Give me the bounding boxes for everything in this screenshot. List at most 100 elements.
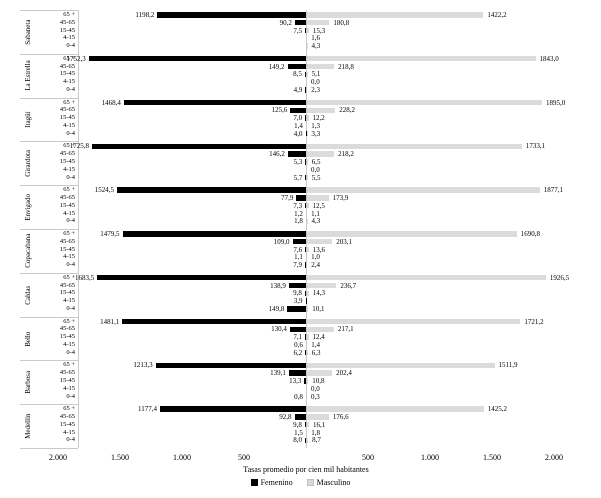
data-label-masculino: 1877,1 — [543, 186, 564, 195]
age-group-label: 4-15 — [63, 253, 75, 261]
bar-masculino — [307, 63, 335, 70]
age-group-label: 0-4 — [66, 305, 75, 312]
municipality-label: Girardota — [24, 149, 32, 177]
data-label-femenino: 1468,4 — [101, 98, 121, 107]
data-label-masculino: 16,1 — [313, 420, 326, 429]
data-label-masculino: 180,8 — [333, 18, 350, 27]
bar-masculino — [307, 218, 308, 224]
bar-masculino — [307, 56, 536, 62]
data-label-masculino: 1895,0 — [546, 98, 566, 107]
age-group-label: 15-45 — [59, 70, 75, 78]
age-group-label: 0-4 — [66, 42, 75, 50]
data-label-femenino: 77,9 — [281, 194, 294, 202]
data-label-femenino: 1198,2 — [135, 11, 155, 19]
data-label-masculino: 1733,1 — [525, 142, 546, 151]
age-group-label: 45-65 — [59, 106, 75, 114]
data-label-femenino: 13,3 — [289, 377, 302, 385]
bar-femenino — [305, 87, 306, 93]
data-label-femenino: 5,3 — [293, 158, 303, 166]
data-label-masculino: 2,3 — [311, 86, 321, 94]
data-label-femenino: 3,9 — [293, 297, 303, 306]
bar-masculino — [307, 318, 521, 325]
data-label-masculino: 1721,2 — [524, 317, 544, 326]
age-group-label: 45-65 — [59, 237, 75, 245]
data-label-femenino: 1,2 — [294, 209, 303, 218]
group-separator-line — [20, 316, 78, 318]
age-group-label: 15-45 — [59, 377, 75, 384]
data-label-masculino: 236,7 — [340, 281, 357, 290]
data-label-femenino: 9,8 — [293, 420, 302, 429]
age-group-label: 65 + — [63, 273, 75, 281]
municipality-label: Medellín — [24, 413, 32, 439]
data-label-masculino: 6,5 — [311, 158, 321, 166]
data-label-femenino: 1479,5 — [100, 230, 120, 238]
data-label-masculino: 1843,0 — [539, 54, 559, 63]
data-label-femenino: 130,4 — [271, 325, 287, 334]
data-label-femenino: 1683,5 — [74, 273, 95, 282]
data-label-masculino: 12,5 — [312, 201, 325, 210]
bar-femenino — [288, 370, 306, 376]
bar-femenino — [155, 362, 306, 368]
age-group-label: 4-15 — [63, 341, 75, 348]
data-label-femenino: 7,0 — [293, 114, 303, 123]
data-label-masculino: 202,4 — [336, 369, 352, 378]
data-label-masculino: 4,3 — [311, 42, 321, 51]
bar-femenino — [304, 290, 306, 296]
data-label-masculino: 173,9 — [332, 194, 349, 202]
group-separator-line — [20, 360, 78, 362]
bar-masculino — [307, 437, 309, 443]
age-group-label: 45-65 — [59, 369, 75, 377]
bar-masculino — [307, 12, 484, 18]
age-group-label: 4-15 — [63, 165, 75, 173]
group-separator-line — [20, 185, 78, 187]
data-label-femenino: 1752,3 — [66, 54, 86, 63]
data-label-masculino: 228,2 — [339, 106, 356, 115]
x-axis-tick-left: 2.000 — [49, 453, 67, 462]
group-separator-line — [20, 404, 78, 406]
bar-masculino — [307, 350, 308, 356]
legend: Femenino Masculino — [0, 478, 601, 487]
data-label-femenino: 92,8 — [279, 413, 292, 421]
data-label-masculino: 10,8 — [312, 377, 325, 385]
age-group-label: 65 + — [63, 54, 75, 62]
age-group-label: 65 + — [63, 186, 75, 194]
bar-femenino — [305, 159, 306, 165]
bar-femenino — [287, 151, 306, 157]
bar-femenino — [305, 203, 306, 209]
age-group-label: 45-65 — [59, 62, 75, 70]
bar-femenino — [122, 318, 306, 325]
age-group-label: 65 + — [63, 405, 75, 413]
municipality-label: Sabaneta — [24, 19, 32, 45]
data-label-masculino: 0,0 — [311, 165, 320, 174]
bar-femenino — [97, 275, 306, 281]
group-separator-line — [20, 10, 78, 11]
data-label-femenino: 9,8 — [293, 289, 302, 298]
data-label-femenino: 7,1 — [293, 333, 303, 342]
bar-femenino — [305, 174, 306, 181]
x-axis-tick-right: 1.500 — [483, 453, 501, 462]
data-label-masculino: 217,1 — [337, 325, 354, 334]
legend-label-masculino: Masculino — [316, 478, 351, 487]
group-separator-line — [20, 448, 78, 449]
age-group-label: 4-15 — [63, 297, 75, 305]
zero-axis-line — [306, 10, 307, 448]
age-group-label: 45-65 — [59, 18, 75, 26]
data-label-masculino: 5,1 — [311, 70, 321, 79]
data-label-femenino: 1725,8 — [69, 142, 89, 151]
bar-masculino — [307, 370, 333, 376]
bar-masculino — [307, 174, 308, 181]
bar-masculino — [307, 290, 309, 296]
data-label-masculino: 0,3 — [311, 392, 320, 401]
bar-masculino — [307, 27, 309, 34]
bar-masculino — [307, 326, 334, 332]
age-group-label: 4-15 — [63, 428, 75, 436]
bar-femenino — [305, 246, 306, 253]
age-group-label: 0-4 — [66, 129, 75, 137]
x-axis-tick-right: 500 — [362, 453, 374, 462]
bar-masculino — [307, 239, 333, 245]
age-group-label: 4-15 — [63, 384, 75, 392]
data-label-masculino: 1,6 — [311, 34, 320, 43]
age-group-label: 65 + — [63, 361, 75, 369]
age-group-label: 65 + — [63, 11, 75, 18]
bar-masculino — [307, 246, 309, 253]
